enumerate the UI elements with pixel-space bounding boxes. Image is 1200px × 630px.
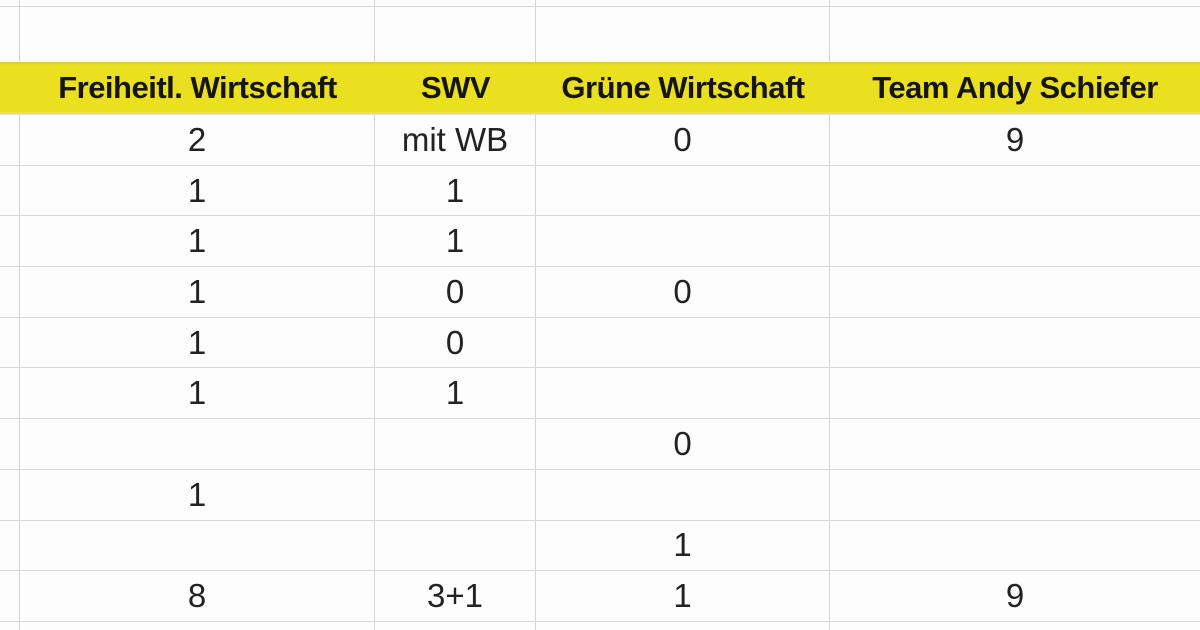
table-cell[interactable]: 1 <box>375 368 536 419</box>
table-cell[interactable] <box>20 520 375 571</box>
empty-cell[interactable] <box>0 317 20 368</box>
empty-cell[interactable] <box>0 368 20 419</box>
empty-cell[interactable] <box>0 571 20 621</box>
empty-cell[interactable] <box>0 267 20 317</box>
row-top-partial <box>0 0 1200 7</box>
table-cell[interactable]: 1 <box>536 520 830 571</box>
empty-cell[interactable] <box>0 216 20 267</box>
empty-cell[interactable] <box>0 7 20 62</box>
table-cell[interactable]: 1 <box>20 165 375 216</box>
table-cell[interactable]: 2 <box>20 115 375 165</box>
table-cell[interactable] <box>20 419 375 469</box>
table-cell[interactable] <box>536 368 830 419</box>
table-cell[interactable] <box>830 521 1200 571</box>
table-cell[interactable] <box>536 165 830 216</box>
empty-cell[interactable] <box>375 7 536 62</box>
table-cell[interactable] <box>536 317 830 368</box>
table-cell[interactable]: 0 <box>375 267 536 317</box>
empty-cell[interactable] <box>0 115 20 165</box>
table-cell[interactable]: 3+1 <box>375 571 536 621</box>
empty-cell[interactable] <box>0 419 20 469</box>
column-header-freiheitl-wirtschaft[interactable]: Freiheitl. Wirtschaft <box>58 70 337 105</box>
table-row: 1 <box>0 520 1200 572</box>
table-cell[interactable] <box>830 216 1200 266</box>
empty-cell <box>830 622 1200 630</box>
header-row: Freiheitl. Wirtschaft SWV Grüne Wirtscha… <box>0 62 1200 115</box>
table-cell[interactable] <box>830 267 1200 317</box>
empty-cell[interactable] <box>0 165 20 216</box>
table-row: 2 mit WB 0 9 <box>0 115 1200 166</box>
table-cell[interactable]: 1 <box>20 317 375 368</box>
table-cell[interactable] <box>536 216 830 267</box>
empty-cell[interactable] <box>536 7 830 62</box>
empty-cell <box>0 621 20 630</box>
table-row: 1 <box>0 469 1200 521</box>
empty-cell <box>0 0 20 6</box>
table-cell[interactable]: 1 <box>20 368 375 419</box>
table-cell[interactable]: 9 <box>1005 120 1025 158</box>
empty-cell <box>536 621 830 630</box>
table-cell[interactable] <box>830 166 1200 216</box>
empty-cell[interactable] <box>20 7 375 62</box>
empty-cell <box>20 0 375 6</box>
table-cell[interactable]: 1 <box>20 267 375 317</box>
table-cell[interactable]: 1 <box>20 216 375 267</box>
table-cell[interactable]: mit WB <box>375 115 536 165</box>
column-header-gruene-wirtschaft[interactable]: Grüne Wirtschaft <box>561 70 805 105</box>
table-cell[interactable] <box>830 368 1200 418</box>
table-cell[interactable]: 0 <box>536 267 830 317</box>
empty-cell[interactable] <box>0 469 20 520</box>
table-cell[interactable] <box>830 318 1200 368</box>
table-cell[interactable] <box>830 470 1200 520</box>
table-cell[interactable]: 0 <box>536 419 830 469</box>
table-cell[interactable] <box>375 469 536 520</box>
table-cell[interactable]: 1 <box>375 165 536 216</box>
header-spacer-cell <box>0 62 20 114</box>
table-cell[interactable]: 1 <box>20 469 375 520</box>
row-empty <box>0 7 1200 62</box>
table-cell[interactable] <box>536 469 830 520</box>
column-header-swv[interactable]: SWV <box>420 70 491 105</box>
table-cell[interactable]: 9 <box>1005 577 1025 615</box>
table-cell[interactable]: 8 <box>20 571 375 621</box>
table-row: 0 <box>0 419 1200 470</box>
table-cell[interactable] <box>375 419 536 469</box>
table-cell[interactable]: 0 <box>375 317 536 368</box>
table-cell[interactable]: 0 <box>536 115 830 165</box>
table-row: 8 3+1 1 9 <box>0 571 1200 622</box>
empty-cell <box>375 621 536 630</box>
empty-cell <box>375 0 536 6</box>
empty-cell[interactable] <box>0 520 20 571</box>
table-cell[interactable] <box>375 520 536 571</box>
table-cell[interactable]: 1 <box>536 571 830 621</box>
table-body: 2 mit WB 0 9 1 1 1 1 1 0 0 1 0 1 1 0 1 1 8 3+1 1 9 <box>0 115 1200 622</box>
row-bottom-partial <box>0 621 1200 630</box>
empty-cell[interactable] <box>830 7 1200 62</box>
column-header-team-andy-schiefer[interactable]: Team Andy Schiefer <box>872 70 1158 105</box>
empty-cell <box>20 621 375 630</box>
empty-cell <box>830 0 1200 6</box>
table-cell[interactable] <box>830 419 1200 469</box>
empty-cell <box>536 0 830 6</box>
table-cell[interactable]: 1 <box>375 216 536 267</box>
